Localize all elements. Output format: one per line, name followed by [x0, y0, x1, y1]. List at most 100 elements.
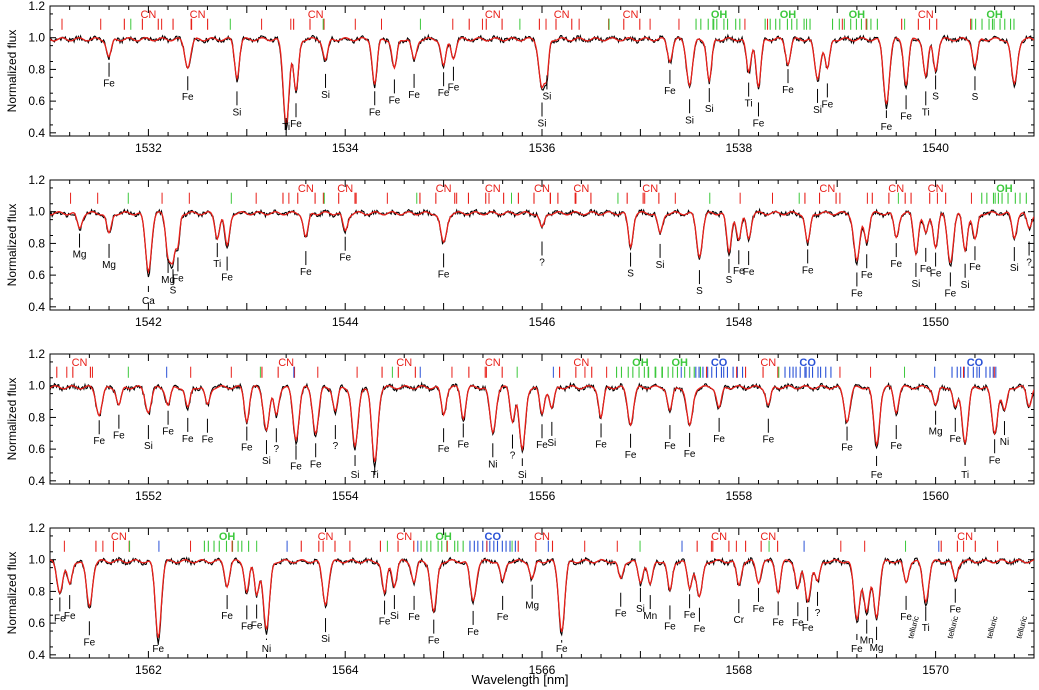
line-id-label: Fe	[64, 611, 76, 622]
line-id-label: ?	[1026, 258, 1032, 269]
line-id-label: ?	[510, 451, 516, 462]
line-id-label: Fe	[103, 79, 115, 90]
line-id-label: Si	[961, 280, 970, 291]
molecule-markers	[56, 366, 997, 378]
model-spectrum-line	[50, 211, 1034, 275]
line-id-label: Ti	[745, 99, 753, 110]
line-id-label: Fe	[664, 621, 676, 632]
y-tick-label: 0.6	[28, 94, 45, 108]
line-id-label: ?	[539, 258, 545, 269]
line-id-label: Fe	[497, 612, 509, 623]
line-id-label: Ni	[488, 459, 497, 470]
x-tick-label: 1554	[332, 489, 359, 503]
line-id-label: Fe	[969, 262, 981, 273]
line-id-label: Fe	[408, 90, 420, 101]
x-tick-label: 1552	[135, 489, 162, 503]
x-tick-label: 1538	[725, 141, 752, 155]
line-id-label: Fe	[241, 443, 253, 454]
molecule-label-cn: CN	[623, 9, 639, 21]
molecule-label-cn: CN	[534, 183, 550, 195]
y-axis-label: Normalized flux	[5, 378, 19, 461]
molecule-label-cn: CN	[396, 531, 412, 543]
plot-frame	[49, 353, 1035, 485]
line-id-label: Fe	[900, 612, 912, 623]
line-id-label: Fe	[241, 621, 253, 632]
y-tick-label: 1.2	[28, 521, 45, 535]
line-id-label: Fe	[989, 455, 1001, 466]
molecule-label-cn: CN	[485, 183, 501, 195]
x-tick-label: 1536	[529, 141, 556, 155]
line-id-label: Mg	[929, 427, 943, 438]
x-tick-label: 1556	[529, 489, 556, 503]
line-id-label: Fe	[54, 613, 66, 624]
line-id-label: Si	[542, 91, 551, 102]
line-id-label: Fe	[93, 436, 105, 447]
line-id-label: Fe	[684, 449, 696, 460]
molecule-label-cn: CN	[308, 9, 324, 21]
molecule-label-oh: OH	[632, 357, 649, 369]
line-id-label: Fe	[389, 95, 401, 106]
molecule-label-cn: CN	[278, 357, 294, 369]
observed-spectrum-line	[50, 556, 1034, 644]
line-id-label: Ti	[282, 122, 290, 133]
line-id-label: S	[696, 286, 703, 297]
line-id-label: Cr	[734, 615, 745, 626]
line-id-label: S	[726, 275, 733, 286]
line-id-label: Fe	[792, 618, 804, 629]
line-id-label: Fe	[84, 637, 96, 648]
line-id-label: Fe	[182, 92, 194, 103]
line-id-label: Fe	[438, 444, 450, 455]
line-id-label: Fe	[772, 617, 784, 628]
model-spectrum-line	[50, 385, 1034, 462]
molecule-label-oh: OH	[780, 9, 797, 21]
line-id-label: Fe	[310, 459, 322, 470]
line-id-label: Ti	[213, 259, 221, 270]
line-id-label: Fe	[694, 624, 706, 635]
y-tick-label: 1.2	[28, 0, 45, 13]
line-id-label: Fe	[802, 623, 814, 634]
line-id-label: Si	[538, 118, 547, 129]
model-spectrum-line	[50, 559, 1034, 638]
line-id-label: Si	[262, 456, 271, 467]
x-tick-label: 1548	[725, 315, 752, 329]
line-id-label: S	[170, 285, 177, 296]
line-id-label: Si	[1010, 263, 1019, 274]
molecule-label-co: CO	[967, 357, 984, 369]
molecule-label-cn: CN	[573, 357, 589, 369]
spectrum-lines	[50, 207, 1034, 278]
line-id-label: Fe	[300, 267, 312, 278]
y-tick-label: 0.8	[28, 584, 45, 598]
molecule-label-cn: CN	[554, 9, 570, 21]
y-tick-label: 0.8	[28, 62, 45, 76]
x-tick-label: 1570	[922, 663, 949, 677]
telluric-label: telluric	[985, 615, 1000, 640]
y-tick-label: 0.6	[28, 268, 45, 282]
telluric-label: telluric	[1014, 615, 1029, 640]
molecule-label-cn: CN	[918, 9, 934, 21]
line-id-label: Fe	[251, 621, 263, 632]
line-id-label: Fe	[182, 434, 194, 445]
line-id-label: Fe	[172, 273, 184, 284]
y-tick-label: 1.2	[28, 347, 45, 361]
line-id-label: S	[627, 269, 634, 280]
line-id-label: Fe	[438, 88, 450, 99]
line-id-label: Fe	[113, 431, 125, 442]
molecule-label-cn: CN	[534, 531, 550, 543]
x-tick-label: 1540	[922, 141, 949, 155]
y-tick-label: 0.8	[28, 236, 45, 250]
spectrum-lines	[50, 556, 1034, 644]
line-id-label: Fe	[664, 86, 676, 97]
model-spectrum-line	[50, 37, 1034, 126]
x-tick-label: 1550	[922, 315, 949, 329]
line-id-label: Fe	[762, 435, 774, 446]
line-id-label: ?	[815, 608, 821, 619]
line-id-label: Fe	[920, 264, 932, 275]
molecule-label-cn: CN	[436, 183, 452, 195]
molecule-label-cn: CN	[485, 9, 501, 21]
y-tick-label: 1.2	[28, 173, 45, 187]
line-id-label: Si	[705, 104, 714, 115]
molecule-label-cn: CN	[298, 183, 314, 195]
line-id-label: Si	[656, 260, 665, 271]
